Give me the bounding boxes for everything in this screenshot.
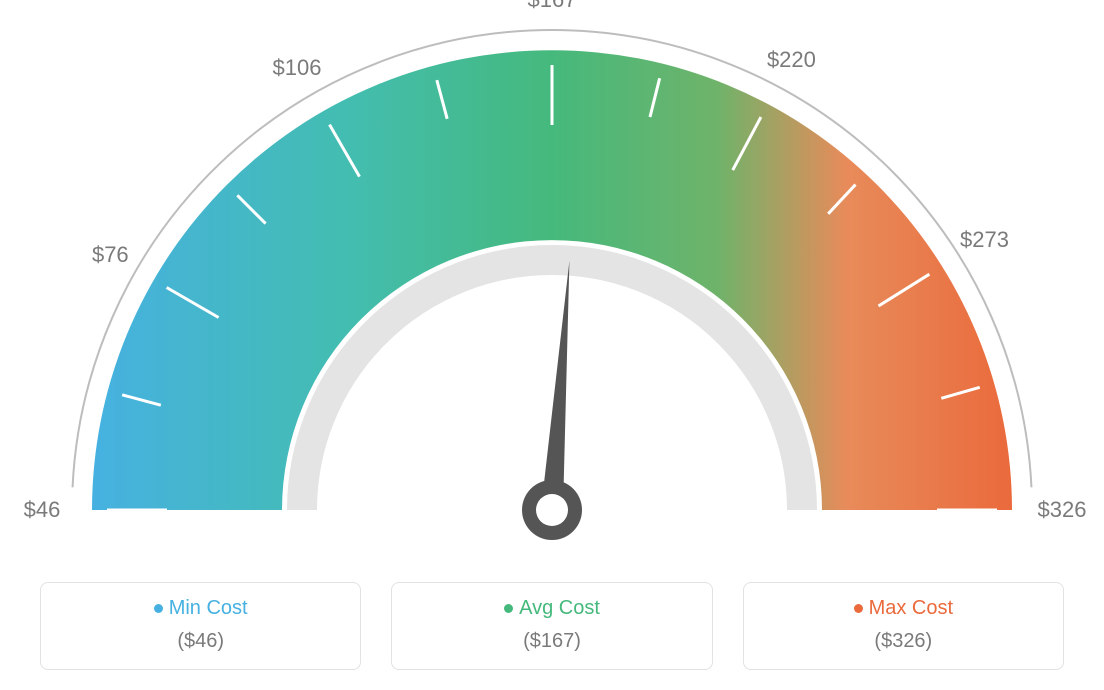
legend-value-avg: ($167) xyxy=(402,630,701,653)
gauge-tick-label: $220 xyxy=(767,47,816,73)
gauge-tick-label: $46 xyxy=(24,497,61,523)
gauge-tick-label: $76 xyxy=(92,242,129,268)
dot-icon xyxy=(854,604,863,613)
gauge-tick-label: $106 xyxy=(273,55,322,81)
gauge-svg xyxy=(0,0,1104,560)
legend-value-min: ($46) xyxy=(51,630,350,653)
legend-value-max: ($326) xyxy=(754,630,1053,653)
dot-icon xyxy=(154,604,163,613)
legend-title-avg: Avg Cost xyxy=(402,597,701,620)
legend-card-avg: Avg Cost ($167) xyxy=(391,582,712,670)
gauge-tick-label: $326 xyxy=(1038,497,1087,523)
gauge-chart: $46 $76 $106 $167 $220 $273 $326 xyxy=(0,0,1104,560)
legend-title-max: Max Cost xyxy=(754,597,1053,620)
legend-title-text: Avg Cost xyxy=(519,597,600,619)
legend-title-text: Min Cost xyxy=(169,597,248,619)
legend-row: Min Cost ($46) Avg Cost ($167) Max Cost … xyxy=(40,582,1064,670)
dot-icon xyxy=(504,604,513,613)
legend-title-min: Min Cost xyxy=(51,597,350,620)
legend-card-max: Max Cost ($326) xyxy=(743,582,1064,670)
legend-card-min: Min Cost ($46) xyxy=(40,582,361,670)
gauge-tick-label: $167 xyxy=(528,0,577,13)
cost-gauge-widget: $46 $76 $106 $167 $220 $273 $326 Min Cost ($46… xyxy=(0,0,1104,690)
legend-title-text: Max Cost xyxy=(869,597,953,619)
gauge-tick-label: $273 xyxy=(960,227,1009,253)
